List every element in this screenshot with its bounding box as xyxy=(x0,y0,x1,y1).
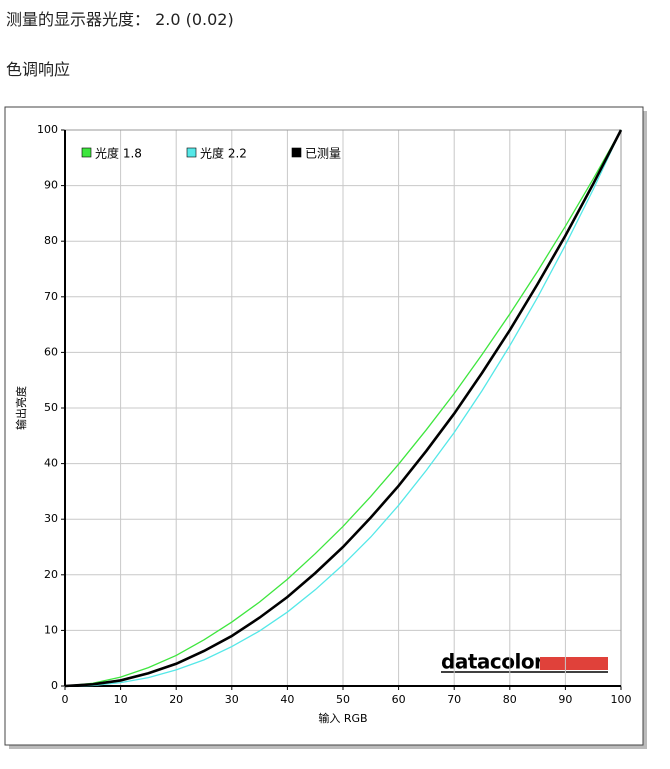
section-title: 色调响应 xyxy=(6,60,71,79)
y-tick-label: 30 xyxy=(44,512,58,525)
legend-swatch xyxy=(186,147,197,158)
y-tick-label: 40 xyxy=(44,457,58,470)
x-tick-label: 20 xyxy=(169,693,183,706)
x-tick-label: 50 xyxy=(336,693,350,706)
y-tick-label: 60 xyxy=(44,345,58,358)
x-axis-label: 输入 RGB xyxy=(318,711,367,725)
y-tick-label: 10 xyxy=(44,623,58,636)
y-tick-label: 100 xyxy=(37,123,58,136)
line xyxy=(64,129,622,687)
legend-swatch xyxy=(81,147,92,158)
x-tick-label: 0 xyxy=(62,693,69,706)
logo: datacolor xyxy=(441,650,544,674)
page-title: 测量的显示器光度： 2.0 (0.02) xyxy=(6,10,234,29)
x-tick-label: 70 xyxy=(447,693,461,706)
legend-swatch xyxy=(291,147,302,158)
legend-label: 光度 2.2 xyxy=(200,146,247,161)
line xyxy=(64,129,623,688)
y-axis-label: 输出亮度 xyxy=(14,386,28,430)
y-tick-label: 0 xyxy=(51,679,58,692)
y-tick-label: 50 xyxy=(44,401,58,414)
x-tick-label: 30 xyxy=(225,693,239,706)
x-tick-label: 100 xyxy=(611,693,632,706)
x-tick-label: 10 xyxy=(114,693,128,706)
x-tick-label: 90 xyxy=(558,693,572,706)
logo-bar xyxy=(540,657,608,670)
x-tick-label: 80 xyxy=(503,693,517,706)
legend-label: 光度 1.8 xyxy=(95,146,142,161)
y-tick-label: 90 xyxy=(44,179,58,192)
x-tick-label: 40 xyxy=(280,693,294,706)
y-tick-label: 20 xyxy=(44,568,58,581)
line xyxy=(64,129,622,687)
legend-label: 已测量 xyxy=(305,147,341,161)
y-tick-label: 80 xyxy=(44,234,58,247)
frame xyxy=(4,106,644,746)
y-tick-label: 70 xyxy=(44,290,58,303)
x-tick-label: 60 xyxy=(392,693,406,706)
